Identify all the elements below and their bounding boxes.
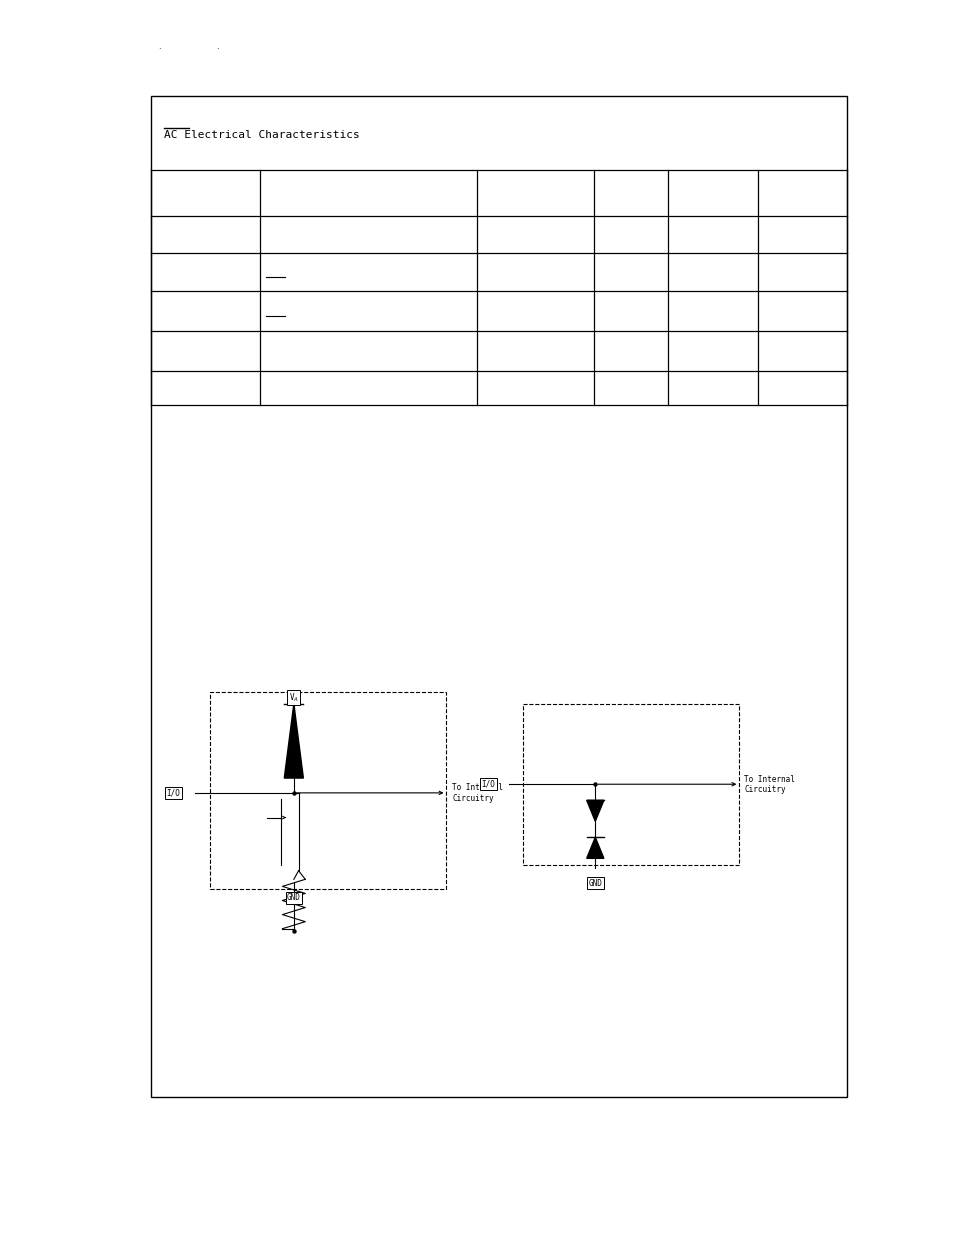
Text: GND: GND — [287, 893, 300, 903]
Polygon shape — [284, 704, 303, 778]
Text: I/O: I/O — [167, 788, 180, 798]
Text: V$_A$: V$_A$ — [289, 692, 298, 704]
Polygon shape — [586, 837, 603, 858]
Text: GND: GND — [588, 878, 601, 888]
Text: ·: · — [216, 44, 218, 54]
Text: To Internal
Circuitry: To Internal Circuitry — [452, 783, 502, 803]
Bar — [210, 692, 446, 889]
Bar — [151, 96, 846, 1097]
Text: ·: · — [158, 44, 160, 54]
Polygon shape — [586, 800, 603, 821]
Text: I/O: I/O — [481, 779, 495, 789]
Text: To Internal
Circuitry: To Internal Circuitry — [743, 774, 794, 794]
Bar — [522, 704, 739, 864]
Text: AC Electrical Characteristics: AC Electrical Characteristics — [164, 130, 359, 140]
